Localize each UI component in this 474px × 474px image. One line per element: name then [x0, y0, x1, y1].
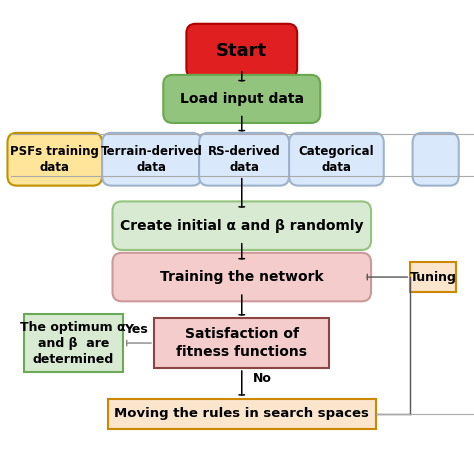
Text: Yes: Yes	[124, 323, 147, 336]
FancyBboxPatch shape	[199, 133, 289, 186]
FancyBboxPatch shape	[112, 253, 371, 301]
FancyBboxPatch shape	[102, 133, 201, 186]
FancyBboxPatch shape	[154, 318, 329, 368]
Text: Load input data: Load input data	[180, 92, 304, 106]
Text: Create initial α and β randomly: Create initial α and β randomly	[120, 219, 364, 233]
FancyBboxPatch shape	[112, 201, 371, 250]
FancyBboxPatch shape	[108, 399, 376, 428]
Text: No: No	[253, 372, 272, 385]
FancyBboxPatch shape	[289, 133, 384, 186]
FancyBboxPatch shape	[163, 75, 320, 123]
Text: Categorical
data: Categorical data	[299, 145, 374, 174]
Text: Satisfaction of
fitness functions: Satisfaction of fitness functions	[176, 328, 307, 359]
Text: Tuning: Tuning	[410, 271, 457, 283]
FancyBboxPatch shape	[8, 133, 102, 186]
Text: Moving the rules in search spaces: Moving the rules in search spaces	[114, 407, 369, 420]
FancyBboxPatch shape	[410, 262, 456, 292]
Text: Start: Start	[216, 42, 267, 60]
Text: PSFs training
data: PSFs training data	[10, 145, 99, 174]
FancyBboxPatch shape	[186, 24, 297, 78]
Text: The optimum α
and β  are
determined: The optimum α and β are determined	[20, 320, 126, 365]
Text: Terrain-derived
data: Terrain-derived data	[101, 145, 203, 174]
Text: RS-derived
data: RS-derived data	[208, 145, 281, 174]
Text: Training the network: Training the network	[160, 270, 324, 284]
FancyBboxPatch shape	[24, 314, 123, 373]
FancyBboxPatch shape	[412, 133, 459, 186]
